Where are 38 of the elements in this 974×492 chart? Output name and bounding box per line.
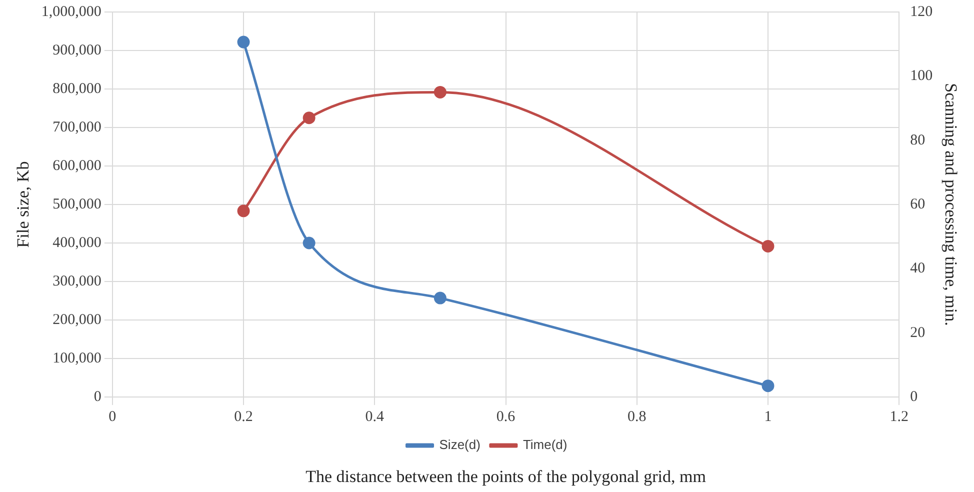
y-tick-label: 700,000 bbox=[52, 119, 102, 136]
y-tick-label: 300,000 bbox=[52, 273, 102, 290]
point bbox=[434, 86, 446, 98]
y-tick-label: 500,000 bbox=[52, 196, 102, 212]
y2-tick-label: 120 bbox=[910, 4, 933, 20]
x-tick-label: 0.8 bbox=[627, 408, 646, 425]
point bbox=[762, 240, 774, 252]
y-axis-title: File size, Kb bbox=[14, 161, 33, 248]
y-tick-label: 1,000,000 bbox=[41, 4, 102, 20]
y-tick-label: 0 bbox=[94, 388, 102, 405]
x-axis-title: The distance between the points of the polygonal grid, mm bbox=[306, 466, 706, 486]
point bbox=[434, 292, 446, 304]
point bbox=[302, 112, 316, 124]
x-tick-label: 1 bbox=[764, 408, 772, 425]
point bbox=[762, 380, 774, 392]
x-tick-label: 0.4 bbox=[365, 408, 385, 425]
x-tick-label: 0.2 bbox=[234, 408, 253, 425]
point bbox=[237, 36, 250, 48]
x-tick-label: 0 bbox=[108, 408, 116, 425]
y2-tick-label: 0 bbox=[910, 388, 918, 405]
y-tick-label: 100,000 bbox=[52, 350, 102, 366]
x-tick-label: 1.2 bbox=[890, 408, 908, 425]
y2-tick-label: 60 bbox=[910, 196, 926, 212]
y-tick-label: 900,000 bbox=[52, 42, 102, 58]
y-tick-label: 800,000 bbox=[52, 80, 102, 97]
y-tick-label: 600,000 bbox=[52, 158, 102, 174]
legend-label: Size(d) bbox=[439, 437, 480, 452]
legend-label: Time(d) bbox=[522, 437, 568, 452]
y2-tick-label: 40 bbox=[910, 260, 926, 277]
y-tick-label: 200,000 bbox=[52, 312, 102, 328]
x-tick-label: 0.6 bbox=[496, 408, 516, 425]
point bbox=[237, 204, 250, 218]
y2-tick-label: 100 bbox=[910, 68, 933, 84]
y2-tick-label: 20 bbox=[910, 324, 926, 341]
y2-tick-label: 80 bbox=[910, 132, 926, 148]
point bbox=[302, 236, 316, 250]
y2-axis-title: Scanning and processing time, min. bbox=[941, 83, 960, 326]
y-tick-label: 400,000 bbox=[52, 234, 102, 251]
